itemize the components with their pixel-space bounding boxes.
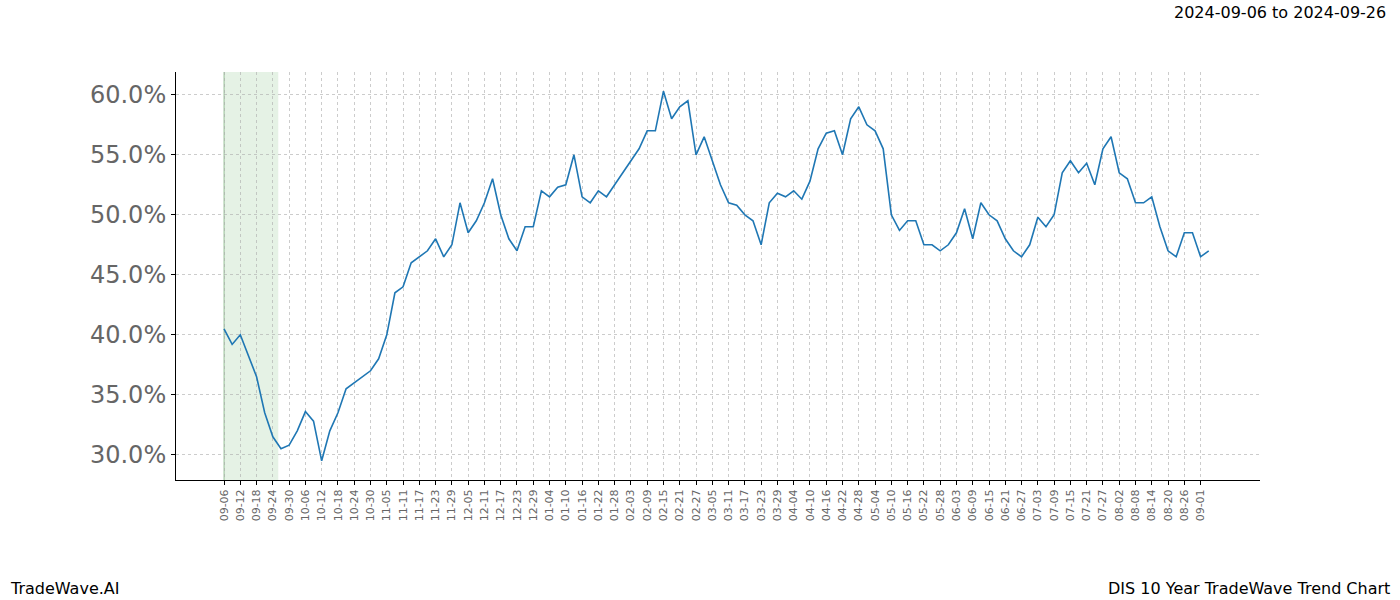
svg-text:09-18: 09-18 (250, 489, 263, 521)
svg-text:06-09: 06-09 (966, 489, 979, 521)
svg-text:12-11: 12-11 (478, 489, 491, 521)
svg-text:05-10: 05-10 (885, 489, 898, 521)
svg-text:11-11: 11-11 (397, 489, 410, 521)
svg-text:50.0%: 50.0% (90, 201, 166, 229)
svg-text:06-03: 06-03 (950, 489, 963, 521)
svg-text:10-18: 10-18 (332, 489, 345, 521)
svg-text:11-23: 11-23 (429, 489, 442, 521)
svg-text:02-15: 02-15 (657, 489, 670, 521)
svg-text:11-29: 11-29 (445, 489, 458, 521)
svg-text:09-01: 09-01 (1194, 489, 1207, 521)
svg-text:DIS 10 Year TradeWave Trend Ch: DIS 10 Year TradeWave Trend Chart (1108, 579, 1390, 598)
svg-text:04-04: 04-04 (787, 489, 800, 521)
svg-text:02-27: 02-27 (690, 489, 703, 521)
svg-text:2024-09-06 to 2024-09-26: 2024-09-06 to 2024-09-26 (1174, 3, 1386, 22)
svg-text:09-06: 09-06 (218, 489, 231, 521)
svg-text:03-29: 03-29 (771, 489, 784, 521)
svg-text:10-12: 10-12 (315, 489, 328, 521)
svg-text:05-16: 05-16 (901, 489, 914, 521)
svg-text:04-16: 04-16 (820, 489, 833, 521)
svg-text:04-28: 04-28 (852, 489, 865, 521)
svg-text:02-03: 02-03 (624, 489, 637, 521)
svg-text:08-26: 08-26 (1178, 489, 1191, 521)
svg-text:03-17: 03-17 (738, 489, 751, 521)
svg-text:07-15: 07-15 (1064, 489, 1077, 521)
svg-text:07-21: 07-21 (1080, 489, 1093, 521)
svg-text:04-22: 04-22 (836, 489, 849, 521)
svg-text:08-02: 08-02 (1113, 489, 1126, 521)
svg-text:12-29: 12-29 (527, 489, 540, 521)
svg-text:06-27: 06-27 (1015, 489, 1028, 521)
svg-text:03-05: 03-05 (706, 489, 719, 521)
svg-text:10-24: 10-24 (348, 489, 361, 521)
svg-text:11-05: 11-05 (380, 489, 393, 521)
svg-text:12-05: 12-05 (462, 489, 475, 521)
svg-text:11-17: 11-17 (413, 489, 426, 521)
svg-text:08-08: 08-08 (1129, 489, 1142, 521)
svg-text:05-22: 05-22 (917, 489, 930, 521)
svg-text:10-06: 10-06 (299, 489, 312, 521)
svg-text:TradeWave.AI: TradeWave.AI (10, 579, 119, 598)
svg-text:09-12: 09-12 (234, 489, 247, 521)
svg-text:01-28: 01-28 (608, 489, 621, 521)
svg-text:08-14: 08-14 (1145, 489, 1158, 521)
svg-text:40.0%: 40.0% (90, 321, 166, 349)
svg-text:09-30: 09-30 (283, 489, 296, 521)
svg-text:60.0%: 60.0% (90, 81, 166, 109)
svg-text:03-11: 03-11 (722, 489, 735, 521)
svg-text:45.0%: 45.0% (90, 261, 166, 289)
svg-text:07-03: 07-03 (1031, 489, 1044, 521)
svg-text:30.0%: 30.0% (90, 441, 166, 469)
svg-text:05-28: 05-28 (934, 489, 947, 521)
svg-text:02-21: 02-21 (673, 489, 686, 521)
svg-text:10-30: 10-30 (364, 489, 377, 521)
svg-text:08-20: 08-20 (1162, 489, 1175, 521)
svg-text:09-24: 09-24 (266, 489, 279, 521)
svg-text:01-10: 01-10 (559, 489, 572, 521)
svg-text:01-04: 01-04 (543, 489, 556, 521)
svg-text:55.0%: 55.0% (90, 141, 166, 169)
svg-text:04-10: 04-10 (804, 489, 817, 521)
svg-text:02-09: 02-09 (641, 489, 654, 521)
svg-text:12-17: 12-17 (494, 489, 507, 521)
svg-text:35.0%: 35.0% (90, 381, 166, 409)
svg-text:07-27: 07-27 (1097, 489, 1110, 521)
svg-text:06-21: 06-21 (999, 489, 1012, 521)
svg-text:01-22: 01-22 (592, 489, 605, 521)
svg-text:03-23: 03-23 (755, 489, 768, 521)
svg-text:06-15: 06-15 (983, 489, 996, 521)
svg-text:07-09: 07-09 (1048, 489, 1061, 521)
svg-text:12-23: 12-23 (511, 489, 524, 521)
svg-text:05-04: 05-04 (869, 489, 882, 521)
svg-text:01-16: 01-16 (576, 489, 589, 521)
